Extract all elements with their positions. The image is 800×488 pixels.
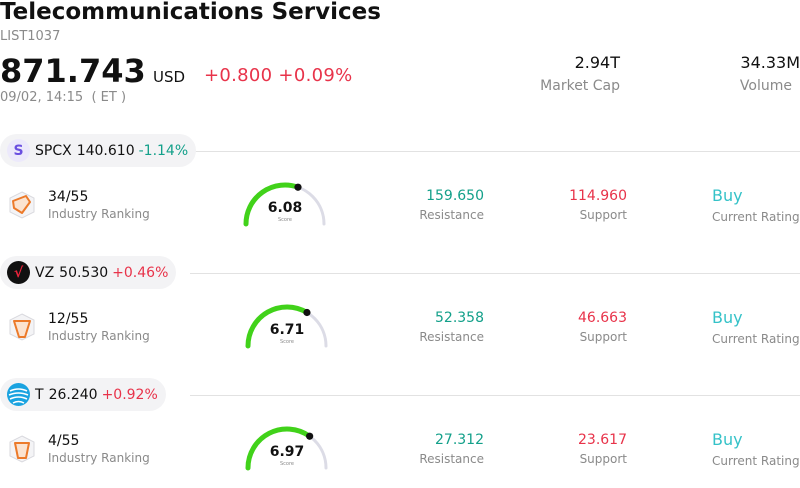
currency-label: USD: [153, 68, 186, 86]
row-divider: [190, 395, 800, 396]
score-value: 6.97: [269, 444, 305, 460]
timestamp: 09/02, 14:15 ( ET ): [0, 90, 127, 105]
score-gauge-arc: [245, 304, 328, 349]
resistance-label: Resistance: [419, 208, 484, 222]
rating-label: Current Rating: [712, 454, 800, 468]
logo-letter: S: [13, 142, 24, 159]
score-gauge: 6.97 Score: [244, 424, 330, 472]
spcx-s-logo-icon: S: [7, 139, 30, 162]
resistance-label: Resistance: [419, 330, 484, 344]
stock-change: -1.14%: [138, 142, 189, 159]
industry-rank-label: Industry Ranking: [48, 329, 150, 343]
stock-row-spcx[interactable]: S SPCX 140.610 -1.14% 34/55 Industry Ran…: [0, 134, 800, 256]
stock-symbol: SPCX: [35, 142, 72, 159]
resistance-value: 52.358: [435, 310, 484, 326]
resistance-value: 27.312: [435, 432, 484, 448]
row-divider: [190, 273, 800, 274]
resistance-label: Resistance: [419, 452, 484, 466]
list-code: LIST1037: [0, 29, 61, 44]
industry-rank-value: 4/55: [48, 433, 80, 449]
rating-label: Current Rating: [712, 210, 800, 224]
stock-pill[interactable]: √ VZ 50.530 +0.46%: [0, 256, 177, 289]
score-gauge-arc: [243, 182, 326, 227]
score-caption: Score: [277, 217, 292, 223]
market-cap-value: 2.94T: [574, 53, 620, 72]
page-title: Telecommunications Services: [0, 0, 381, 25]
support-value: 46.663: [578, 310, 627, 326]
index-price: 871.743: [0, 52, 146, 90]
support-value: 23.617: [578, 432, 627, 448]
industry-rank-label: Industry Ranking: [48, 207, 150, 221]
score-gauge: 6.08 Score: [242, 180, 328, 228]
stock-pill[interactable]: T 26.240 +0.92%: [0, 378, 166, 411]
ranking-shield-icon: [9, 313, 35, 341]
rating-label: Current Rating: [712, 332, 800, 346]
score-value: 6.08: [267, 200, 303, 216]
support-label: Support: [579, 208, 627, 222]
verizon-check-logo-icon: √: [7, 261, 30, 284]
stock-price: 26.240: [48, 386, 98, 403]
industry-rank-value: 12/55: [48, 311, 89, 327]
row-divider: [190, 151, 800, 152]
rating-value: Buy: [712, 186, 743, 205]
score-value: 6.71: [269, 322, 305, 338]
score-caption: Score: [279, 339, 294, 345]
support-label: Support: [579, 452, 627, 466]
stock-pill[interactable]: S SPCX 140.610 -1.14%: [0, 134, 197, 167]
support-value: 114.960: [569, 188, 627, 204]
score-caption: Score: [279, 461, 294, 467]
logo-letter: √: [13, 264, 24, 281]
stock-symbol: T: [35, 386, 44, 403]
ranking-shield-icon: [9, 191, 35, 219]
score-gauge-arc: [245, 426, 328, 471]
stock-price: 50.530: [59, 264, 109, 281]
globe-stripes-icon: [7, 383, 30, 406]
score-gauge: 6.71 Score: [244, 302, 330, 350]
stock-row-t[interactable]: T 26.240 +0.92% 4/55 Industry Ranking 6.…: [0, 378, 800, 488]
stock-row-vz[interactable]: √ VZ 50.530 +0.46% 12/55 Industry Rankin…: [0, 256, 800, 378]
support-label: Support: [579, 330, 627, 344]
volume-value: 34.33M: [740, 53, 800, 72]
stock-price: 140.610: [76, 142, 135, 159]
stock-change: +0.46%: [112, 264, 169, 281]
ranking-shield-icon: [9, 435, 35, 463]
resistance-value: 159.650: [426, 188, 484, 204]
stock-symbol: VZ: [35, 264, 55, 281]
att-globe-logo-icon: [7, 383, 30, 406]
market-cap-label: Market Cap: [540, 78, 620, 94]
stock-change: +0.92%: [101, 386, 158, 403]
industry-rank-value: 34/55: [48, 189, 89, 205]
index-change: +0.800 +0.09%: [204, 65, 353, 86]
volume-label: Volume: [739, 78, 792, 94]
rating-value: Buy: [712, 308, 743, 327]
industry-rank-label: Industry Ranking: [48, 451, 150, 465]
rating-value: Buy: [712, 430, 743, 449]
